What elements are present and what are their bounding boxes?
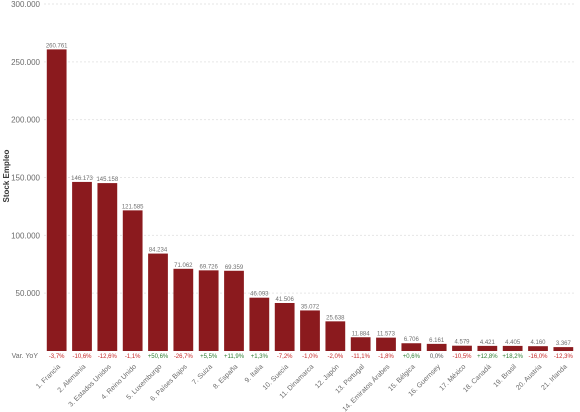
- data-label: 71.062: [174, 263, 193, 269]
- x-category-label: 21. Irlanda: [540, 363, 568, 391]
- data-label: 25.638: [326, 315, 345, 321]
- bar: [122, 210, 143, 351]
- y-tick-label: 250.000: [11, 58, 40, 67]
- variation-label: -26,7%: [174, 354, 194, 360]
- x-category-label: 9. Italia: [244, 363, 265, 384]
- y-tick-label: 150.000: [11, 174, 40, 183]
- variation-row-label: Var. YoY: [12, 353, 39, 360]
- variation-label: +12,8%: [477, 354, 498, 360]
- data-label: 41.506: [275, 297, 294, 303]
- variation-label: +1,3%: [251, 354, 269, 360]
- data-label: 145.158: [96, 177, 118, 183]
- y-tick-label: 100.000: [11, 231, 40, 240]
- x-category-label: 20. Austria: [515, 363, 543, 391]
- bar: [224, 270, 244, 351]
- x-category-label: 19. Brasil: [492, 363, 518, 389]
- y-tick-label: 200.000: [11, 116, 40, 125]
- bar: [426, 343, 447, 351]
- data-label: 4.160: [530, 340, 546, 346]
- bar: [401, 343, 422, 351]
- variation-label: -11,1%: [351, 354, 370, 360]
- bar: [452, 345, 472, 351]
- data-label: 11.573: [377, 332, 396, 338]
- data-label: 69.726: [199, 264, 218, 270]
- data-label: 69.359: [225, 265, 244, 271]
- y-axis-ticks: 50.000 100.000 150.000 200.000 250.000 300.00…: [11, 0, 40, 298]
- variation-label: -7,2%: [277, 354, 293, 360]
- bar: [300, 310, 320, 351]
- data-label: 4.405: [505, 340, 521, 346]
- variation-label: -10,6%: [72, 354, 92, 360]
- variation-label: +0,6%: [403, 354, 421, 360]
- bar: [249, 297, 270, 351]
- variation-label: -1,8%: [378, 354, 394, 360]
- x-category-label: 14. Emiratos Árabes: [340, 362, 392, 412]
- data-label: 35.072: [301, 304, 320, 310]
- variation-label: -1,1%: [125, 354, 141, 360]
- data-label: 4.579: [454, 340, 470, 346]
- data-label: 121.585: [122, 204, 144, 210]
- data-label: 3.367: [556, 341, 572, 347]
- data-labels: 260.761 146.173 145.158 121.585 84.234 71.062…: [46, 43, 572, 347]
- x-category-label: 1. Francia: [35, 363, 62, 390]
- bar: [72, 181, 92, 351]
- x-category-label: 12. Japón: [314, 363, 341, 390]
- variation-labels: -3,7% -10,6% -12,6% -1,1% +50,6% -26,7% +5,5% +…: [49, 354, 574, 360]
- data-label: 11.884: [352, 331, 371, 337]
- variation-label: +50,6%: [148, 354, 169, 360]
- variation-label: -1,0%: [302, 354, 318, 360]
- bar: [97, 183, 118, 351]
- y-tick-label: 50.000: [16, 289, 41, 298]
- y-tick-label: 300.000: [11, 0, 40, 9]
- bar: [46, 49, 67, 351]
- data-label: 4.421: [480, 340, 496, 346]
- variation-label: -2,0%: [327, 354, 343, 360]
- variation-label: +11,9%: [224, 354, 245, 360]
- bars: [46, 49, 574, 351]
- variation-label: -12,3%: [554, 354, 574, 360]
- bar: [198, 270, 219, 351]
- x-category-label: 7. Suiza: [191, 363, 214, 386]
- variation-label: -10,5%: [452, 354, 472, 360]
- y-axis-label: Stock Empleo: [2, 149, 11, 202]
- bar: [502, 345, 523, 351]
- data-label: 6.161: [429, 338, 445, 344]
- variation-label: 0,0%: [430, 354, 444, 360]
- data-label: 84.234: [149, 248, 168, 254]
- bar: [274, 302, 295, 351]
- bar: [553, 347, 574, 351]
- variation-label: -12,6%: [98, 354, 118, 360]
- bar: [376, 337, 396, 351]
- variation-label: -16,0%: [528, 354, 548, 360]
- bar: [173, 268, 194, 351]
- data-label: 46.093: [250, 292, 269, 298]
- bar: [477, 345, 498, 351]
- x-category-label: 3. Estados Unidos: [68, 363, 113, 408]
- bar: [325, 321, 346, 351]
- variation-label: +5,5%: [200, 354, 218, 360]
- variation-label: -3,7%: [49, 354, 65, 360]
- data-label: 146.173: [71, 176, 93, 182]
- x-category-label: 8. España: [212, 363, 239, 390]
- data-label: 260.761: [46, 43, 68, 49]
- bar: [148, 253, 168, 351]
- bar: [350, 337, 371, 351]
- data-label: 6.706: [404, 337, 420, 343]
- bar: [528, 346, 548, 351]
- variation-label: +18,2%: [502, 354, 523, 360]
